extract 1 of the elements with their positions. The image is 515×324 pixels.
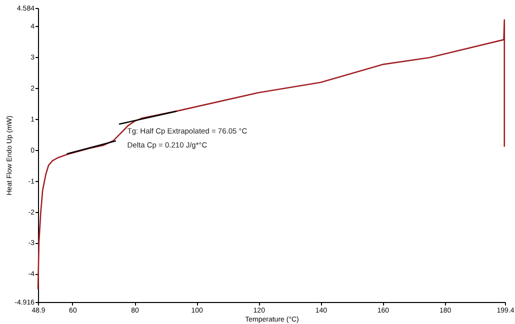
line-series: [37, 19, 506, 290]
